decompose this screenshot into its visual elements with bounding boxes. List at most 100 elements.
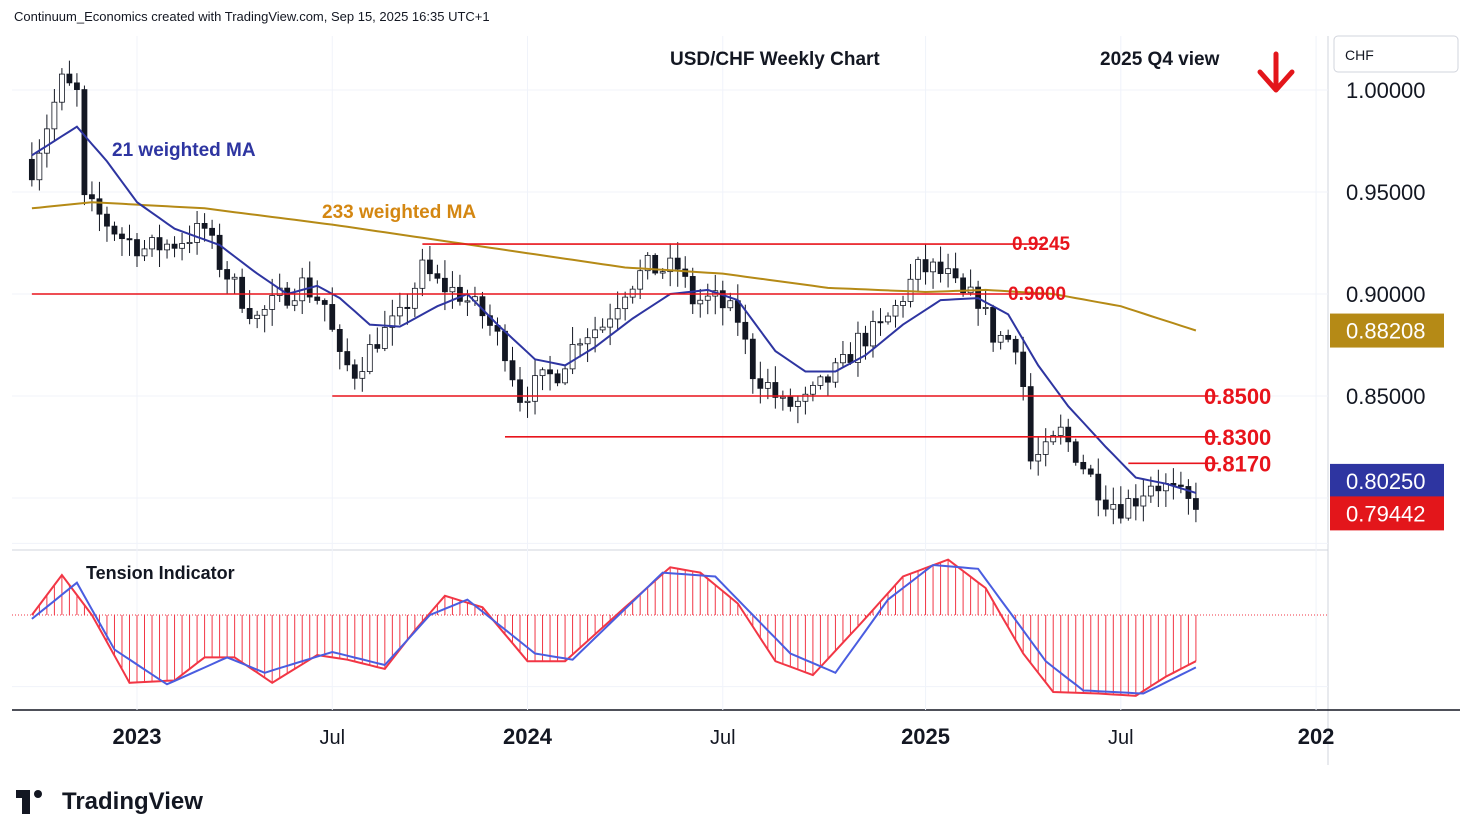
candle-up [149,237,155,250]
candle-up [186,241,193,244]
candle-up [727,300,734,309]
down-arrow-icon [1257,51,1295,93]
candle-up [231,276,238,280]
candle-down [772,382,779,398]
chart-header: Continuum_Economics created with Trading… [14,9,490,24]
candle-up [381,327,388,349]
level-label: 0.8170 [1204,451,1271,476]
candle-up [779,396,786,399]
candle-down [246,308,253,320]
candle-down [1020,351,1027,387]
candle-down [201,223,208,229]
y-tick-label: 0.90000 [1346,282,1426,307]
candle-down [66,73,73,84]
candle-up [1050,435,1057,443]
candle-up [892,305,899,317]
candle-down [990,306,997,343]
candle-down [1012,338,1019,353]
wma21-label: 21 weighted MA [112,140,256,161]
candle-up [584,337,591,345]
candle-down [1132,498,1139,507]
candle-down [787,396,794,407]
candle-down [689,276,696,305]
candle-down [1102,499,1109,510]
candle-down [89,194,95,200]
candle-down [314,296,321,301]
y-tick-label: 0.95000 [1346,180,1426,205]
candle-up [644,254,651,272]
candle-up [885,315,891,323]
candle-down [216,234,223,270]
candle-down [1005,334,1012,340]
candle-down [509,360,516,381]
candle-up [164,243,170,251]
y-tick-label: 0.85000 [1346,384,1426,409]
candle-up [629,288,636,298]
tension-slow-line [31,563,1197,695]
view-label: 2025 Q4 view [1100,49,1220,70]
candle-up [51,101,58,130]
candle-down [952,268,959,279]
candle-down [742,321,749,340]
candle-up [607,318,614,328]
candle-up [817,376,824,386]
wma233-line [31,201,1197,332]
candle-up [802,393,809,402]
candle-down [862,332,869,347]
candle-down [554,373,561,384]
candle-down [96,198,103,215]
level-label: 0.8300 [1204,425,1271,450]
candle-up [419,259,426,289]
candle-up [704,295,711,301]
candle-up [359,371,366,379]
candle-down [960,277,966,294]
candle-up [1035,454,1042,462]
candle-down [517,379,523,403]
tradingview-brand[interactable]: TradingView [16,788,203,816]
candle-down [1185,486,1192,499]
candle-up [1042,441,1049,455]
candle-up [532,375,538,402]
candle-up [659,271,666,274]
candle-up [982,306,989,309]
candle-up [667,257,674,273]
tradingview-logo-icon [16,788,56,816]
x-tick-label: Jul [1108,727,1134,749]
price-badge-label: 0.80250 [1346,469,1426,494]
candle-down [547,369,553,375]
x-tick-label: 202 [1298,724,1335,749]
candle-up [43,128,50,154]
candle-up [930,261,936,273]
indicator-title: Tension Indicator [86,563,235,583]
candle-up [539,369,546,377]
candle-up [449,286,456,293]
candle-up [141,248,148,257]
price-badge-label: 0.79442 [1346,501,1426,526]
candle-down [329,304,336,330]
candle-down [1065,426,1072,443]
candle-down [674,257,681,270]
currency-label: CHF [1345,47,1374,63]
candle-down [344,351,351,366]
candle-down [719,290,726,309]
x-tick-label: 2024 [503,724,553,749]
candle-up [1125,498,1132,519]
candle-up [464,300,471,303]
candle-down [502,330,508,362]
x-tick-label: 2023 [113,724,162,749]
candle-down [126,238,133,241]
wma233-label: 233 weighted MA [322,202,476,223]
candle-up [1110,504,1117,510]
candle-up [562,368,568,384]
candle-down [119,233,125,240]
candle-down [825,376,831,383]
candle-down [28,158,35,181]
candle-down [442,277,448,293]
candle-down [156,237,163,251]
candle-up [840,354,846,364]
candle-down [1193,498,1199,510]
candle-down [434,273,441,279]
candle-up [614,308,621,320]
candle-down [134,239,140,257]
